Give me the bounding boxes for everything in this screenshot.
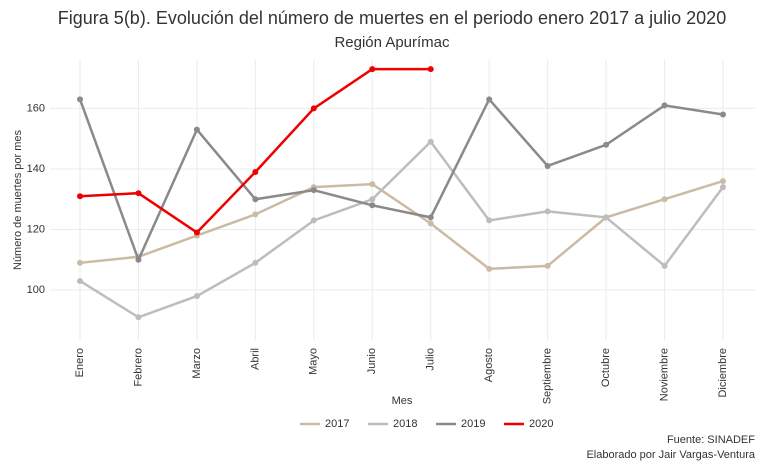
data-point [486, 96, 493, 103]
chart-title: Figura 5(b). Evolución del número de mue… [58, 8, 726, 28]
data-point [486, 265, 493, 272]
data-point [720, 178, 726, 185]
data-point [310, 105, 317, 112]
x-tick-label: Febrero [132, 348, 144, 387]
y-tick-label: 160 [27, 102, 45, 114]
x-tick-label: Julio [425, 348, 437, 371]
x-tick-label: Marzo [191, 348, 203, 379]
data-point [544, 208, 551, 215]
x-tick-label: Agosto [483, 348, 495, 382]
data-point [135, 256, 142, 263]
data-point [661, 102, 668, 109]
x-tick-label: Abril [249, 348, 261, 370]
data-point [369, 202, 376, 209]
data-point [193, 293, 200, 300]
data-point [661, 262, 668, 269]
y-axis-label: Número de muertes por mes [12, 130, 24, 270]
x-tick-label: Septiembre [542, 348, 554, 404]
data-point [603, 141, 610, 148]
x-tick-label: Diciembre [717, 348, 729, 398]
caption: Fuente: SINADEF [667, 434, 755, 446]
data-point [252, 169, 259, 175]
data-point [427, 220, 434, 227]
x-tick-label: Mayo [308, 348, 320, 375]
data-point [252, 211, 259, 218]
x-tick-label: Junio [366, 348, 378, 374]
data-point [77, 277, 83, 284]
legend-label: 2017 [325, 418, 349, 430]
y-tick-label: 100 [27, 284, 45, 296]
data-point [427, 66, 434, 73]
data-point [544, 162, 551, 169]
legend-label: 2018 [393, 418, 417, 430]
data-point [252, 259, 259, 266]
data-point [310, 217, 317, 224]
legend-label: 2020 [529, 418, 553, 430]
x-axis-label: Mes [392, 395, 413, 407]
y-tick-label: 140 [27, 163, 45, 175]
y-tick-label: 120 [27, 223, 45, 235]
chart-subtitle: Región Apurímac [334, 34, 450, 51]
legend-label: 2019 [461, 418, 485, 430]
data-point [544, 262, 551, 269]
data-point [369, 196, 376, 203]
data-point [193, 229, 200, 236]
x-tick-label: Enero [74, 348, 86, 377]
data-point [720, 111, 726, 118]
data-point [369, 181, 376, 188]
data-point [77, 96, 83, 103]
series-line [79, 139, 725, 319]
series-line [79, 179, 724, 271]
data-point [135, 190, 142, 197]
data-point [486, 217, 493, 224]
data-point [427, 214, 434, 221]
x-tick-label: Noviembre [658, 348, 670, 401]
data-point [252, 196, 259, 203]
data-point [193, 126, 200, 133]
x-tick-label: Octubre [600, 348, 612, 387]
data-point [603, 214, 610, 221]
data-point [77, 259, 83, 266]
data-point [77, 193, 83, 200]
data-point [720, 184, 726, 191]
caption: Elaborado por Jair Vargas-Ventura [586, 449, 755, 461]
data-point [135, 314, 142, 321]
data-point [427, 138, 434, 145]
data-point [310, 187, 317, 194]
series-line [78, 97, 724, 264]
data-point [369, 66, 376, 73]
data-point [661, 196, 668, 203]
